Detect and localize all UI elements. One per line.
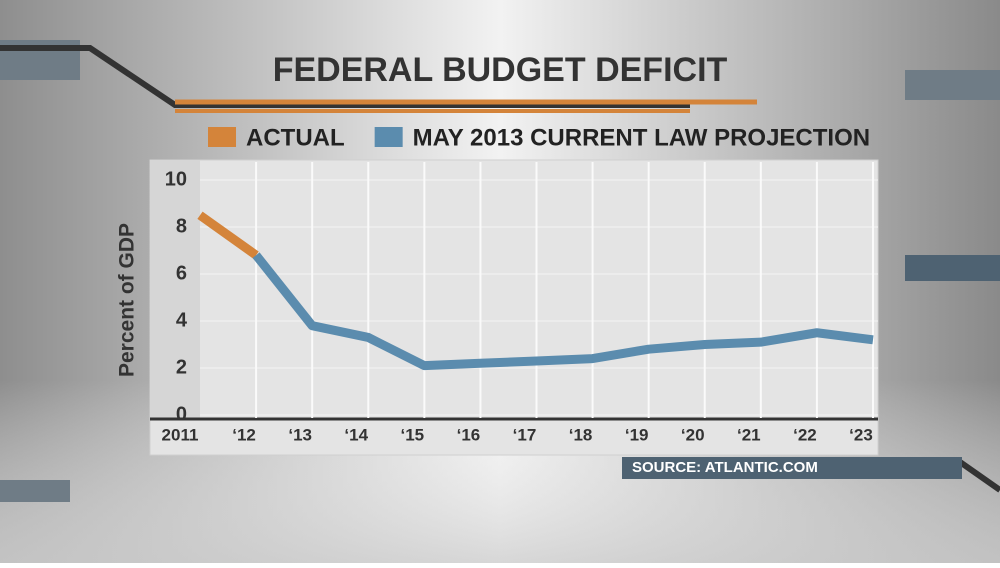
legend-swatch — [374, 127, 403, 147]
series-line — [252, 252, 874, 371]
y-tick-label: 6 — [176, 262, 187, 284]
legend-label: ACTUAL — [246, 124, 345, 151]
x-tick-label: ‘12 — [232, 425, 256, 444]
x-tick-label: 2011 — [162, 425, 199, 444]
legend-swatch — [208, 127, 236, 147]
deco-line — [0, 45, 690, 108]
x-tick-label: ‘18 — [569, 425, 593, 444]
x-tick-label: ‘23 — [849, 425, 873, 444]
x-tick-label: ‘15 — [401, 425, 425, 444]
legend-label: MAY 2013 CURRENT LAW PROJECTION — [413, 124, 870, 151]
y-axis-label: Percent of GDP — [116, 223, 139, 377]
plot-panel — [149, 159, 879, 456]
chart-title: FEDERAL BUDGET DEFICIT — [273, 51, 728, 89]
y-strip — [150, 160, 200, 418]
y-tick-label: 8 — [176, 215, 187, 237]
x-tick-label: ‘16 — [457, 425, 481, 444]
deco-left — [0, 480, 70, 502]
deco-right — [905, 70, 1000, 100]
y-tick-label: 4 — [176, 309, 188, 331]
x-tick-label: ‘14 — [344, 425, 368, 444]
series-line — [197, 211, 259, 259]
x-tick-label: ‘21 — [737, 425, 761, 444]
x-tick-label: ‘19 — [625, 425, 649, 444]
deco-right — [905, 255, 1000, 281]
x-tick-label: ‘17 — [513, 425, 537, 444]
source: SOURCE: ATLANTIC.COM — [632, 459, 818, 476]
x-tick-label: ‘22 — [793, 425, 817, 444]
x-tick-label: ‘13 — [288, 425, 312, 444]
x-tick-label: ‘20 — [681, 425, 705, 444]
y-tick-label: 10 — [165, 168, 187, 190]
y-tick-label: 2 — [176, 356, 187, 378]
source-box — [622, 457, 962, 479]
y-tick-label: 0 — [176, 403, 187, 425]
